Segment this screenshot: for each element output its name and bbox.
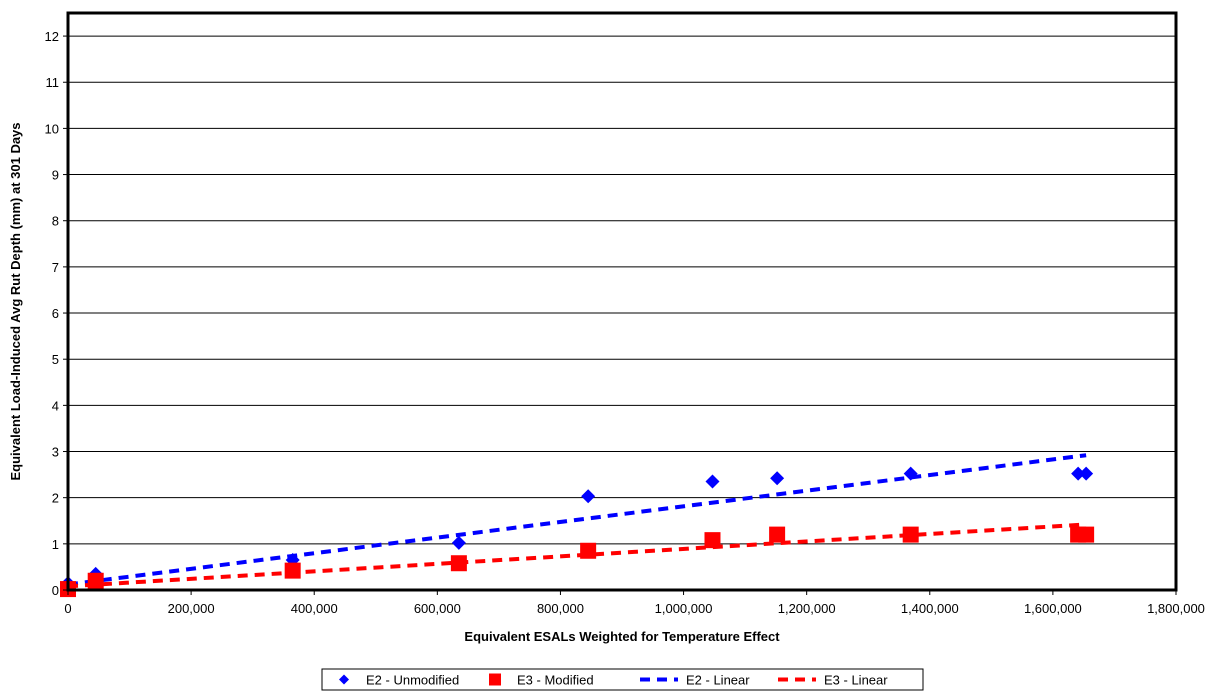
y-tick-label: 5 (52, 352, 59, 367)
legend-label: E2 - Linear (686, 673, 750, 688)
x-tick-label: 200,000 (168, 601, 215, 616)
y-axis-title: Equivalent Load-Induced Avg Rut Depth (m… (8, 122, 23, 480)
y-tick-label: 7 (52, 260, 59, 275)
data-point-diamond (581, 489, 596, 504)
data-point-diamond (1071, 466, 1086, 481)
data-point-square (450, 555, 467, 572)
legend: E2 - Unmodified E3 - Modified E2 - Linear E… (321, 668, 924, 691)
legend-entry: E3 - Linear (778, 673, 888, 688)
x-tick-label: 800,000 (537, 601, 584, 616)
x-tick-label: 1,800,000 (1147, 601, 1205, 616)
y-tick-label: 12 (45, 29, 59, 44)
data-point-diamond (451, 535, 466, 550)
legend-marker-diamond (339, 674, 349, 685)
x-tick-label: 1,600,000 (1024, 601, 1082, 616)
plot-area-frame (66, 11, 1178, 592)
x-axis-title: Equivalent ESALs Weighted for Temperatur… (464, 629, 780, 644)
x-tick-label: 0 (64, 601, 71, 616)
trendline-e2-linear (67, 453, 1087, 587)
legend-marker-square (489, 673, 501, 686)
trendlines (67, 453, 1087, 589)
x-tick-label: 600,000 (414, 601, 461, 616)
legend-entry: E2 - Unmodified (339, 673, 459, 688)
data-point-square (580, 542, 597, 559)
y-tick-label: 10 (45, 121, 59, 136)
y-tick-label: 3 (52, 445, 59, 460)
y-tick-label: 0 (52, 583, 59, 598)
trendline-e3-linear (67, 522, 1087, 589)
data-point-square (1078, 526, 1095, 543)
legend-label: E2 - Unmodified (366, 673, 459, 688)
legend-entry: E2 - Linear (640, 673, 750, 688)
x-tick-label: 1,200,000 (778, 601, 836, 616)
data-point-diamond (903, 466, 918, 481)
data-point-square (284, 562, 301, 579)
x-axis-ticks: 0 200,000 400,000 600,000 800,000 1,000,000 1,… (64, 590, 1205, 616)
x-tick-label: 400,000 (291, 601, 338, 616)
y-tick-label: 6 (52, 306, 59, 321)
y-tick-label: 1 (52, 537, 59, 552)
legend-entry: E3 - Modified (489, 673, 594, 688)
data-point-square (704, 532, 721, 549)
data-point-square (87, 572, 104, 589)
data-point-diamond (1079, 466, 1094, 481)
legend-label: E3 - Modified (517, 673, 594, 688)
y-tick-label: 4 (52, 398, 59, 413)
x-tick-label: 1,400,000 (901, 601, 959, 616)
data-point-square (902, 526, 919, 543)
legend-label: E3 - Linear (824, 673, 888, 688)
data-point-diamond (705, 474, 720, 489)
gridlines (68, 35, 1176, 545)
x-tick-label: 1,000,000 (655, 601, 713, 616)
y-tick-label: 8 (52, 214, 59, 229)
data-point-square (769, 526, 786, 543)
y-tick-label: 9 (52, 168, 59, 183)
y-tick-label: 11 (46, 75, 60, 90)
data-point-diamond (770, 471, 785, 486)
legend-box (321, 668, 924, 691)
y-tick-label: 2 (52, 491, 59, 506)
